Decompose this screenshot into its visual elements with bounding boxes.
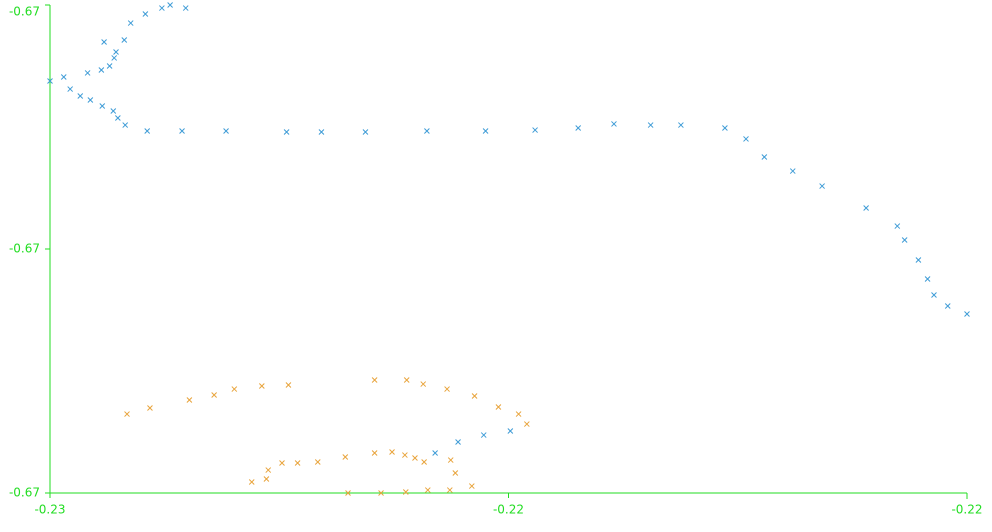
point [314, 459, 321, 465]
point [471, 393, 478, 399]
y-tick-label: -0.67 [9, 5, 40, 19]
point [532, 127, 538, 133]
point [285, 382, 292, 388]
point [371, 450, 378, 456]
point [231, 386, 238, 392]
x-tick-label: -0.22 [951, 503, 982, 517]
point [480, 432, 487, 438]
point [362, 129, 369, 135]
point [575, 125, 582, 131]
point [446, 487, 453, 493]
point [901, 237, 908, 243]
y-tick-label: -0.67 [9, 242, 40, 256]
point [115, 115, 121, 121]
point [60, 74, 67, 80]
point [447, 457, 454, 463]
point [159, 5, 165, 11]
point [424, 128, 430, 134]
y-tick-label: -0.67 [9, 486, 40, 500]
point [279, 460, 285, 466]
point [101, 39, 107, 45]
point [77, 93, 84, 99]
point [819, 183, 825, 189]
point [515, 411, 522, 417]
point [432, 450, 438, 456]
point [182, 5, 189, 11]
point [894, 223, 901, 229]
point [283, 129, 290, 135]
point [523, 421, 530, 427]
point [124, 411, 130, 417]
point [924, 276, 931, 282]
point [789, 168, 796, 174]
point [122, 122, 129, 128]
point [402, 452, 408, 458]
point [424, 487, 431, 493]
point [167, 2, 173, 8]
point [647, 122, 654, 128]
point [342, 454, 349, 460]
point [265, 467, 272, 473]
point [318, 129, 325, 135]
point [931, 292, 937, 298]
point [99, 103, 106, 109]
point [223, 128, 229, 134]
point [420, 381, 427, 387]
point [421, 459, 427, 465]
point [258, 383, 265, 389]
point [144, 128, 151, 134]
point [371, 377, 378, 383]
point [944, 303, 951, 309]
point [378, 490, 384, 496]
point [127, 20, 134, 26]
point [345, 490, 351, 496]
point [47, 78, 53, 84]
point [915, 257, 922, 263]
point [743, 136, 749, 142]
x-tick-label: -0.23 [34, 503, 65, 517]
point [248, 479, 255, 485]
point [121, 37, 128, 43]
point [186, 397, 193, 403]
point [113, 49, 119, 55]
point [863, 205, 869, 211]
point [211, 392, 217, 398]
point [84, 70, 91, 76]
point [403, 377, 410, 383]
point [147, 405, 153, 411]
point [142, 11, 149, 17]
point [722, 125, 728, 131]
point [294, 460, 301, 466]
point [678, 122, 684, 128]
point [67, 86, 74, 92]
point [444, 386, 450, 392]
point [111, 55, 118, 61]
point [110, 108, 117, 114]
point [964, 311, 970, 317]
point [495, 404, 502, 410]
point [87, 97, 94, 103]
point [611, 121, 617, 127]
point [761, 154, 768, 160]
point [402, 489, 409, 495]
point [389, 449, 395, 455]
x-tick-label: -0.22 [493, 503, 524, 517]
point [455, 439, 461, 445]
point [106, 63, 113, 69]
point [412, 455, 418, 461]
point [468, 483, 475, 489]
point [482, 128, 489, 134]
point [98, 67, 105, 73]
point [179, 128, 185, 134]
point [263, 476, 270, 482]
point [507, 428, 514, 434]
point [452, 470, 459, 476]
